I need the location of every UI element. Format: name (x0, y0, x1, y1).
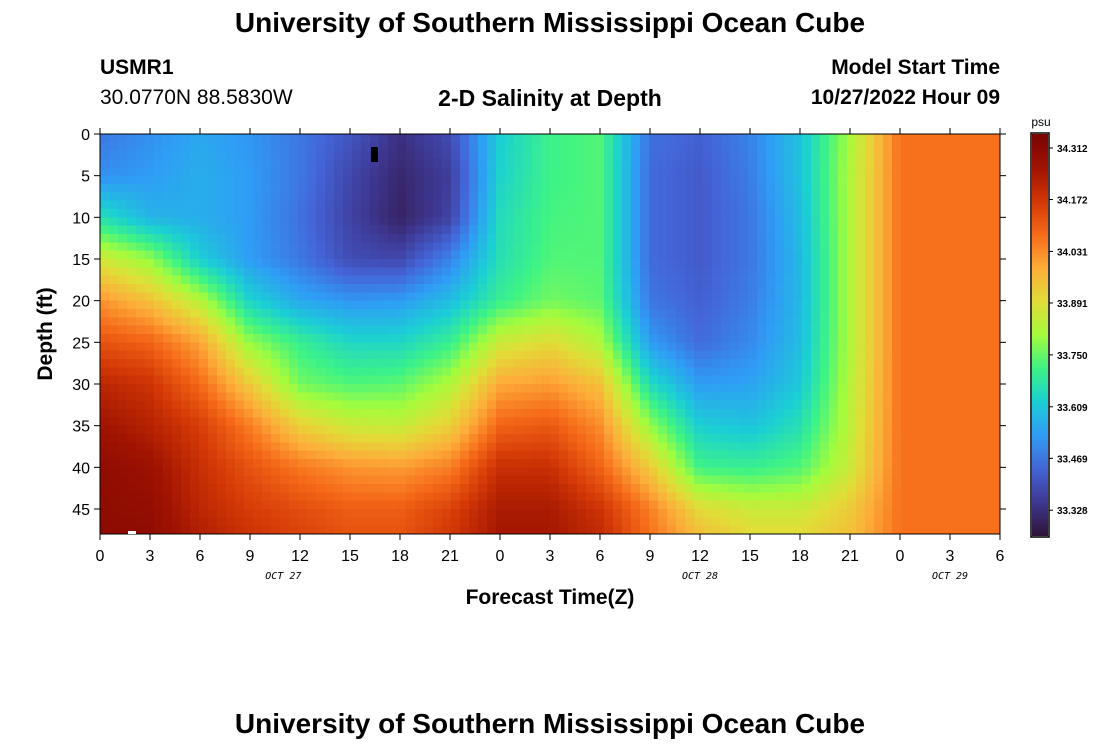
plot-frame (99, 133, 1001, 535)
y-tick-label: 35 (72, 419, 90, 436)
date-label: OCT 28 (682, 571, 718, 582)
colorbar-label: 34.312 (1057, 144, 1088, 155)
colorbar-label: 33.469 (1057, 454, 1088, 465)
x-tick-label: 6 (196, 548, 205, 565)
x-tick-label: 12 (691, 548, 709, 565)
colorbar-label: 34.031 (1057, 247, 1088, 258)
x-tick-label: 0 (96, 548, 105, 565)
x-tick-label: 9 (646, 548, 655, 565)
x-tick-label: 0 (496, 548, 505, 565)
station-coordinates: 30.0770N 88.5830W (100, 86, 293, 109)
date-label: OCT 29 (932, 571, 968, 582)
colorbar-gradient (1032, 134, 1048, 536)
x-tick-label: 3 (546, 548, 555, 565)
y-tick-label: 10 (72, 210, 90, 227)
x-axis-label: Forecast Time(Z) (466, 586, 635, 609)
y-tick-label: 45 (72, 502, 90, 519)
x-tick-label: 15 (741, 548, 759, 565)
x-tick-label: 12 (291, 548, 309, 565)
x-tick-label: 21 (441, 548, 459, 565)
y-tick-label: 20 (72, 294, 90, 311)
x-tick-label: 6 (596, 548, 605, 565)
x-tick-label: 18 (791, 548, 809, 565)
data-marker-white (128, 531, 136, 534)
x-tick-label: 6 (996, 548, 1005, 565)
station-id: USMR1 (100, 56, 174, 79)
x-tick-label: 3 (146, 548, 155, 565)
colorbar-label: 33.750 (1057, 351, 1088, 362)
page-title: University of Southern Mississippi Ocean… (234, 7, 866, 38)
x-tick-label: 3 (946, 548, 955, 565)
x-tick-label: 18 (391, 548, 409, 565)
y-tick-label: 40 (72, 460, 90, 477)
y-tick-label: 30 (72, 377, 90, 394)
colorbar-unit: psu (1031, 115, 1050, 129)
plot-title: 2-D Salinity at Depth (438, 85, 662, 111)
salinity-heatmap (100, 134, 1000, 534)
x-tick-label: 0 (896, 548, 905, 565)
y-tick-label: 5 (81, 169, 90, 186)
colorbar-label: 33.891 (1057, 299, 1088, 310)
data-marker-black (371, 147, 378, 162)
colorbar-label: 33.328 (1057, 506, 1088, 517)
x-tick-label: 15 (341, 548, 359, 565)
x-tick-label: 9 (246, 548, 255, 565)
y-tick-label: 25 (72, 335, 90, 352)
y-tick-label: 15 (72, 252, 90, 269)
colorbar-label: 33.609 (1057, 403, 1088, 414)
footer-title: University of Southern Mississippi Ocean… (234, 708, 866, 739)
y-tick-label: 0 (81, 127, 90, 144)
model-start-label: Model Start Time (831, 56, 1000, 79)
x-tick-label: 21 (841, 548, 859, 565)
y-axis-label: Depth (ft) (34, 287, 57, 380)
date-label: OCT 27 (265, 571, 301, 582)
colorbar-frame (1030, 132, 1050, 538)
colorbar-label: 34.172 (1057, 196, 1088, 207)
model-start-value: 10/27/2022 Hour 09 (810, 86, 1000, 109)
